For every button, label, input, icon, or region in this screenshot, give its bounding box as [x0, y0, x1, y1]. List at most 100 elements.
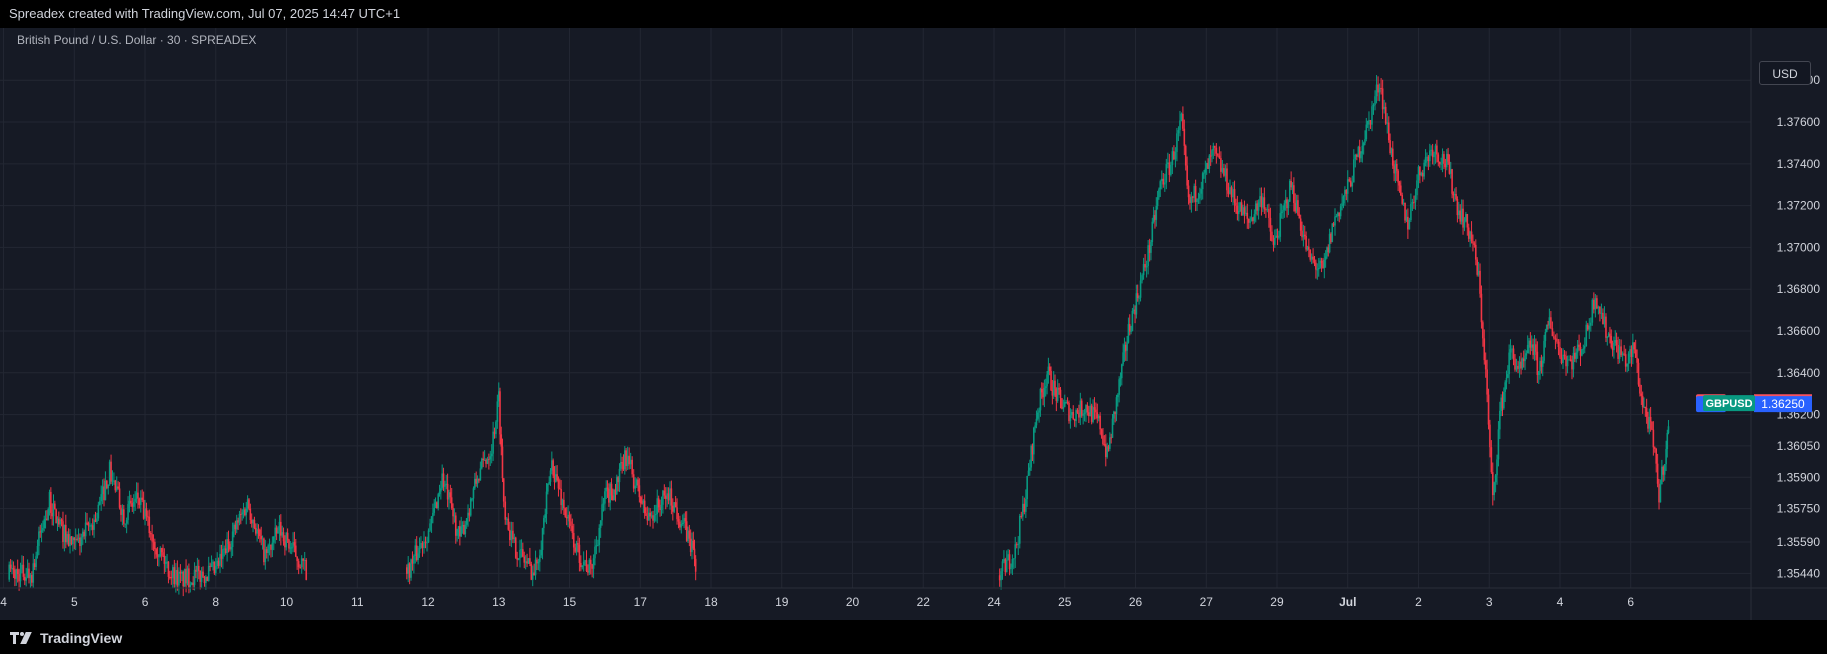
- candle-body: [527, 558, 530, 564]
- candle-body: [608, 488, 610, 503]
- chart-frame[interactable]: 1.35440 1.35590 1.35750 1.35900 1.36050 1.362…: [0, 28, 1827, 620]
- candle-body: [424, 541, 427, 543]
- candle-body: [1387, 122, 1390, 141]
- candle-body: [1613, 342, 1615, 351]
- candle-body: [1656, 463, 1659, 484]
- candle-body: [1517, 365, 1519, 369]
- candle-body: [413, 556, 415, 564]
- candle-body: [1569, 359, 1572, 362]
- candle-body: [1165, 164, 1168, 183]
- candle-body: [1407, 216, 1409, 230]
- candle-body: [1632, 342, 1634, 357]
- candle-body: [605, 487, 608, 492]
- candle-body: [623, 450, 626, 470]
- candle-body: [238, 514, 241, 523]
- candle-body: [581, 565, 584, 568]
- candle-body: [553, 475, 556, 482]
- candle-body: [1433, 153, 1435, 158]
- bid-value: 1.36250: [1761, 397, 1805, 411]
- candle-body: [9, 564, 12, 569]
- candle-body: [1571, 361, 1573, 370]
- candle-body: [1476, 259, 1479, 275]
- x-tick-label: 2: [1415, 595, 1422, 609]
- candle-body: [446, 483, 449, 500]
- candle-body: [1110, 437, 1112, 439]
- candle-body: [530, 564, 533, 580]
- candle-body: [241, 512, 243, 515]
- candle-body: [1018, 515, 1021, 544]
- candle-body: [91, 525, 94, 530]
- candle-body: [1214, 145, 1216, 148]
- candle-body: [1467, 227, 1470, 239]
- candle-body: [1606, 336, 1609, 338]
- candle-body: [1051, 390, 1054, 396]
- candle-body: [1351, 182, 1354, 187]
- candle-body: [1591, 299, 1594, 323]
- candle-body: [505, 518, 508, 520]
- candle-body: [601, 504, 603, 521]
- candle-body: [1183, 128, 1186, 146]
- candle-body: [1515, 365, 1518, 370]
- candle-body: [537, 561, 540, 564]
- candle-body: [664, 495, 667, 499]
- candle-body: [1249, 221, 1251, 223]
- candle-body: [1633, 342, 1636, 350]
- candle-body: [1022, 503, 1024, 517]
- candle-body: [653, 515, 656, 521]
- candle-body: [489, 456, 492, 460]
- candle-body: [444, 484, 446, 487]
- candle-body: [1124, 344, 1127, 351]
- candle-body: [1076, 410, 1079, 413]
- candle-body: [417, 553, 419, 560]
- candle-body: [123, 509, 125, 524]
- candle-body: [1135, 293, 1138, 315]
- candle-body: [127, 504, 129, 521]
- candle-body: [667, 493, 670, 501]
- candle-body: [1052, 380, 1055, 396]
- candle-body: [1520, 361, 1522, 369]
- candle-body: [421, 543, 424, 549]
- candle-body: [1545, 324, 1548, 332]
- candle-body: [172, 567, 174, 579]
- candle-body: [205, 576, 207, 584]
- candle-body: [1581, 349, 1583, 356]
- candle-body: [240, 514, 242, 516]
- candle-body: [1334, 216, 1336, 226]
- candle-body: [643, 500, 646, 514]
- candle-body: [97, 504, 100, 519]
- y-tick-label: 1.36600: [1777, 324, 1821, 338]
- candle-body: [560, 489, 562, 506]
- candle-body: [302, 558, 305, 561]
- candle-body: [168, 576, 171, 578]
- candle-body: [1271, 231, 1273, 242]
- candle-body: [134, 498, 136, 502]
- candle-body: [275, 527, 278, 534]
- candle-body: [1465, 214, 1467, 222]
- candle-body: [280, 521, 282, 536]
- candle-body: [540, 549, 543, 556]
- candle-body: [642, 500, 645, 504]
- candle-body: [1256, 203, 1258, 211]
- chart-canvas[interactable]: 1.35440 1.35590 1.35750 1.35900 1.36050 1.362…: [0, 28, 1827, 620]
- candle-body: [411, 559, 414, 564]
- candle-body: [260, 536, 263, 540]
- candle-body: [104, 480, 107, 501]
- candle-body: [1644, 406, 1647, 409]
- candle-body: [193, 569, 196, 586]
- candle-body: [203, 576, 206, 584]
- candle-body: [1509, 349, 1512, 353]
- candle-body: [1426, 156, 1428, 158]
- candle-body: [1011, 559, 1014, 568]
- candle-body: [1639, 384, 1641, 394]
- candle-body: [1621, 353, 1624, 356]
- candle-body: [604, 491, 606, 504]
- candle-body: [1659, 484, 1662, 503]
- candle-body: [587, 571, 589, 573]
- candle-body: [1397, 170, 1399, 183]
- candle-body: [196, 565, 199, 572]
- currency-button[interactable]: USD: [1759, 61, 1811, 85]
- candle-body: [471, 498, 473, 500]
- candle-body: [214, 565, 217, 574]
- tradingview-logo[interactable]: TradingView: [10, 630, 122, 646]
- candle-body: [1596, 298, 1598, 309]
